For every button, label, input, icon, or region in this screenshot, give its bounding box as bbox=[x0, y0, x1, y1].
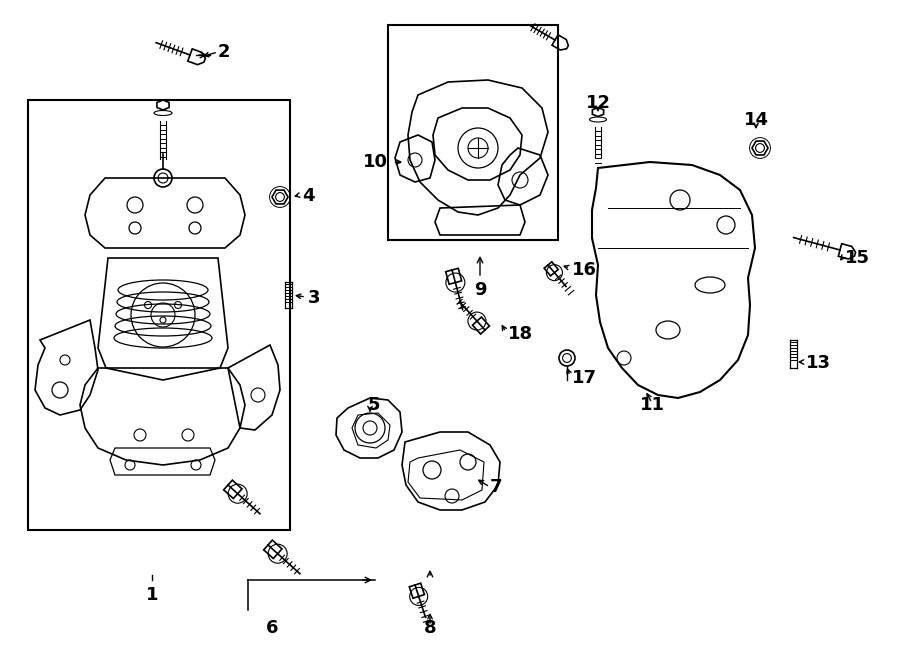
Text: 6: 6 bbox=[266, 619, 278, 637]
Text: 9: 9 bbox=[473, 281, 486, 299]
Text: 2: 2 bbox=[218, 43, 230, 61]
Text: 1: 1 bbox=[146, 586, 158, 604]
Text: 18: 18 bbox=[508, 325, 533, 343]
Text: 11: 11 bbox=[640, 396, 664, 414]
Text: 14: 14 bbox=[743, 111, 769, 129]
Text: 13: 13 bbox=[806, 354, 831, 372]
Text: 8: 8 bbox=[424, 619, 436, 637]
Text: 16: 16 bbox=[572, 261, 597, 279]
Bar bbox=[28, 100, 290, 530]
Text: 4: 4 bbox=[302, 187, 314, 205]
Text: 12: 12 bbox=[586, 94, 610, 112]
Text: 10: 10 bbox=[363, 153, 388, 171]
Text: 5: 5 bbox=[368, 396, 381, 414]
Text: 7: 7 bbox=[490, 478, 502, 496]
Text: 17: 17 bbox=[572, 369, 597, 387]
Bar bbox=[388, 25, 558, 240]
Text: 3: 3 bbox=[308, 289, 320, 307]
Text: 15: 15 bbox=[845, 249, 870, 267]
